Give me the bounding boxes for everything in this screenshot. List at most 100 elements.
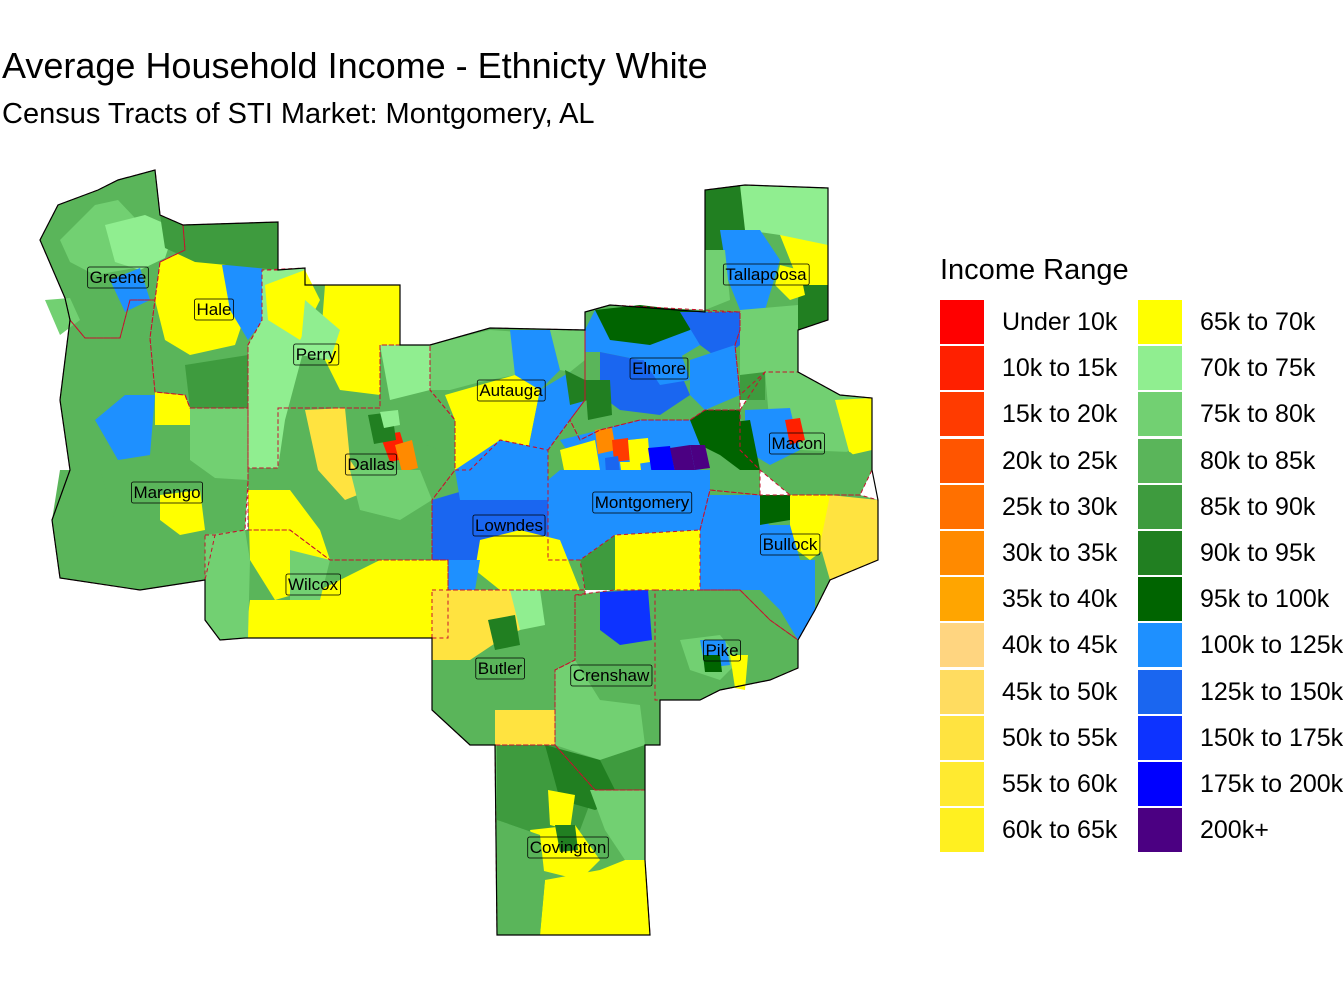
county-label-box: [131, 481, 203, 504]
tract-shape: [95, 395, 155, 460]
legend-item: 80k to 85k: [1138, 438, 1315, 483]
legend-item: 25k to 30k: [940, 484, 1117, 529]
tract-shape: [448, 560, 480, 590]
county-label-text: Autauga: [479, 381, 543, 400]
tract-shape: [555, 660, 645, 760]
tract-shape: [690, 445, 710, 470]
county-label: Montgomery: [592, 491, 693, 514]
county-label-text: Dallas: [347, 455, 394, 474]
county-label-text: Butler: [478, 659, 523, 678]
tract-shape: [110, 268, 150, 312]
legend-item: 10k to 15k: [940, 346, 1118, 391]
legend-swatch: [940, 808, 984, 853]
legend-label: 30k to 35k: [1002, 539, 1118, 567]
tract-shape: [615, 530, 705, 590]
county-border-lowndes: [431, 439, 586, 591]
census-tracts: [40, 170, 878, 935]
tract-shape: [798, 285, 828, 330]
legend-swatch: [1138, 577, 1182, 622]
tract-shape: [780, 560, 815, 640]
county-label: Elmore: [629, 357, 689, 380]
tract-shape: [605, 456, 620, 474]
tract-shape: [775, 265, 805, 300]
legend-swatch: [1138, 300, 1182, 344]
legend-label: 15k to 20k: [1002, 400, 1118, 429]
tract-shape: [790, 450, 872, 495]
market-outline: [39, 169, 879, 936]
county-label: Pike: [703, 639, 741, 662]
legend-label: Under 10k: [1002, 308, 1118, 336]
legend-item: 95k to 100k: [1138, 577, 1329, 622]
county-label-box: [293, 343, 340, 366]
legend-item: 100k to 125k: [1138, 623, 1343, 668]
legend-swatch: [940, 392, 984, 437]
county-label-text: Pike: [705, 641, 738, 660]
legend-swatch: [940, 346, 984, 391]
tract-shape: [670, 445, 695, 472]
legend-item: 50k to 55k: [940, 715, 1118, 760]
map-subtitle: Census Tracts of STI Market: Montgomery,…: [2, 98, 595, 130]
tract-shape: [740, 305, 798, 395]
tract-shape: [395, 440, 418, 472]
county-label-text: Greene: [90, 268, 147, 287]
county-border-montgomery: [547, 409, 761, 561]
legend-swatch: [1138, 715, 1182, 760]
legend-label: 35k to 40k: [1002, 585, 1118, 614]
county-label-box: [629, 357, 689, 380]
tract-shape: [590, 790, 645, 860]
legend-item: 75k to 80k: [1138, 392, 1315, 437]
county-label-text: Perry: [296, 345, 337, 364]
county-label-text: Crenshaw: [573, 666, 650, 685]
legend-item: 175k to 200k: [1138, 762, 1343, 806]
tract-shape: [380, 345, 430, 400]
legend-swatch: [1138, 531, 1182, 575]
county-label: Macon: [769, 432, 825, 455]
county-label-text: Marengo: [133, 483, 200, 502]
legend-title: Income Range: [940, 254, 1129, 286]
legend-item: Under 10k: [940, 300, 1117, 344]
tract-shape: [835, 398, 872, 455]
legend-item: 60k to 65k: [940, 808, 1117, 853]
tract-shape: [585, 380, 612, 420]
legend-item: 15k to 20k: [940, 392, 1118, 437]
legend-item: 55k to 60k: [940, 762, 1117, 806]
legend-label: 175k to 200k: [1200, 770, 1344, 798]
tract-shape: [740, 372, 765, 400]
tract-shape: [222, 265, 262, 340]
tract-shape: [580, 535, 615, 590]
legend-label: 10k to 15k: [1002, 354, 1118, 383]
county-labels: Greene Hale Perry Autauga Elmore Tallapoosa Ma…: [87, 263, 825, 859]
legend-item: 45k to 50k: [940, 669, 1117, 714]
tract-shape: [720, 230, 780, 310]
legend-item: 85k to 90k: [1138, 484, 1315, 529]
county-label-box: [527, 836, 609, 859]
county-label-box: [760, 533, 821, 556]
legend-swatch: [940, 438, 984, 483]
legend-item: 125k to 150k: [1138, 669, 1343, 714]
county-label-box: [476, 379, 546, 402]
legend-label: 40k to 45k: [1002, 631, 1118, 660]
legend-item: 90k to 95k: [1138, 531, 1315, 575]
tract-shape: [455, 440, 548, 500]
tract-shape: [628, 438, 650, 465]
tract-shape: [290, 550, 330, 600]
county-label: Autauga: [476, 379, 546, 402]
county-label: Crenshaw: [570, 664, 653, 687]
legend-swatch: [1138, 438, 1182, 483]
tract-shape: [430, 330, 520, 390]
tract-shape: [510, 330, 560, 390]
tract-shape: [160, 215, 278, 270]
tract-shape: [595, 428, 616, 454]
legend-label: 50k to 55k: [1002, 723, 1118, 752]
county-label-text: Elmore: [632, 359, 686, 378]
legend-swatch: [1138, 484, 1182, 529]
legend-swatch: [1138, 623, 1182, 668]
county-label: Hale: [194, 298, 234, 321]
county-borders: [39, 169, 879, 936]
county-border-elmore: [569, 304, 741, 441]
tract-shape: [820, 495, 878, 580]
legend-swatch: [940, 715, 984, 760]
tract-shape: [540, 860, 650, 935]
